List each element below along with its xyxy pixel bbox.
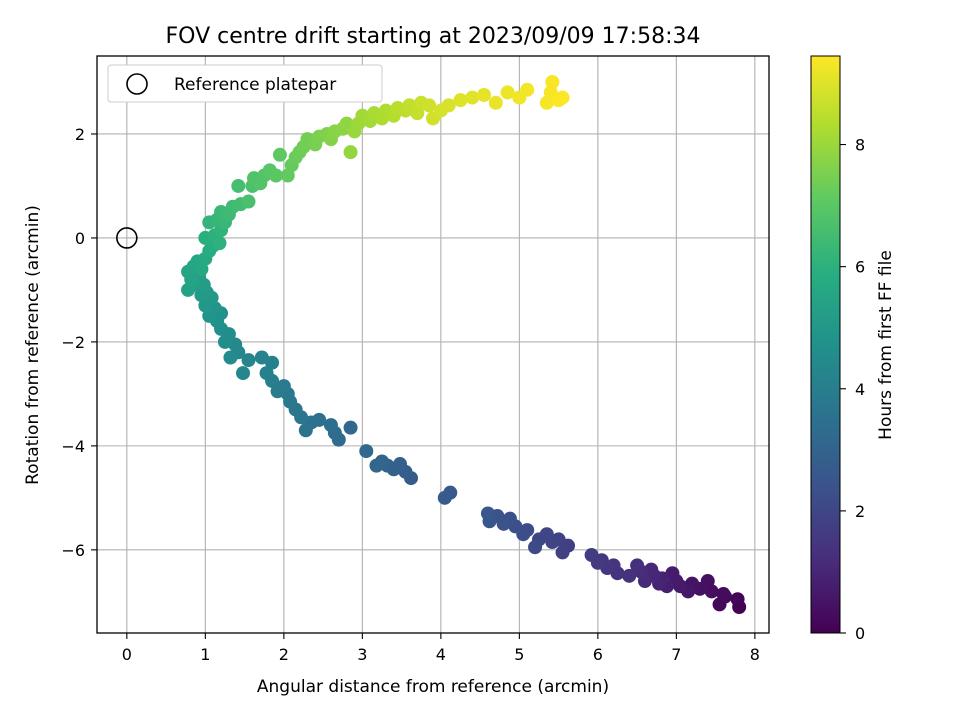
scatter-point [480,506,495,521]
scatter-point [630,558,645,573]
scatter-point [584,548,599,563]
y-tick-label: −4 [61,437,85,456]
x-tick-label: 3 [357,645,367,664]
scatter-point [500,85,515,100]
scatter-point [298,423,313,438]
scatter-point [217,334,232,349]
scatter-point [359,444,374,459]
scatter-point [268,168,283,183]
colorbar-tick-label: 0 [855,624,865,643]
x-tick-label: 6 [593,645,603,664]
scatter-points [181,74,747,615]
y-axis-ticks: −6 −4 −2 0 2 [61,125,97,560]
colorbar-tick-label: 6 [855,258,865,277]
grid [97,56,769,633]
scatter-point [236,366,251,381]
scatter-point [254,350,269,365]
colorbar-label: Hours from first FF file [876,250,896,440]
scatter-point [259,366,274,381]
x-tick-label: 1 [200,645,210,664]
legend-label: Reference platepar [174,75,336,95]
legend-marker [126,73,148,95]
scatter-point [369,458,384,473]
scatter-point [212,236,227,251]
scatter-point [465,90,480,105]
y-tick-label: 2 [75,125,85,144]
y-tick-label: −2 [61,333,85,352]
legend: Reference platepar [107,64,383,103]
x-tick-label: 2 [279,645,289,664]
scatter-point [555,545,570,560]
scatter-point [223,350,238,365]
scatter-point [241,353,256,368]
scatter-point [730,592,745,607]
x-axis-label: Angular distance from reference (arcmin) [257,677,609,697]
scatter-point [323,418,338,433]
colorbar-tick-label: 4 [855,380,865,399]
colorbar-ticks: 0 2 4 6 8 [840,136,865,643]
chart-title: FOV centre drift starting at 2023/09/09 … [166,24,701,49]
x-tick-label: 4 [436,645,446,664]
colorbar: 0 2 4 6 8 Hours from first FF file [810,55,896,643]
scatter-point [477,87,492,102]
scatter-point [422,98,437,113]
scatter-point [488,95,503,110]
y-tick-label: −6 [61,541,85,560]
scatter-point [343,145,358,160]
scatter-point [231,178,246,193]
plot-frame [96,55,770,634]
colorbar-tick-label: 8 [855,136,865,155]
legend-box [107,64,383,103]
x-tick-label: 7 [671,645,681,664]
scatter-point [545,74,560,89]
scatter-point [622,568,637,583]
colorbar-gradient [810,55,841,634]
scatter-point [441,98,456,113]
scatter-point [528,540,543,555]
reference-platepar-marker [116,227,138,249]
x-tick-label: 5 [514,645,524,664]
scatter-point [270,384,285,399]
scatter-point [343,420,358,435]
scatter-point [716,587,731,602]
y-tick-label: 0 [75,229,85,248]
scatter-point [555,90,570,105]
x-tick-label: 0 [122,645,132,664]
scatter-point [437,490,452,505]
x-axis-ticks: 0 1 2 3 4 5 6 7 8 [122,633,760,664]
scatter-point [241,194,256,209]
y-axis-label: Rotation from reference (arcmin) [23,205,43,485]
x-tick-label: 8 [750,645,760,664]
scatter-point [453,93,468,108]
scatter-point [520,82,535,97]
scatter-point [272,147,287,162]
colorbar-tick-label: 2 [855,502,865,521]
